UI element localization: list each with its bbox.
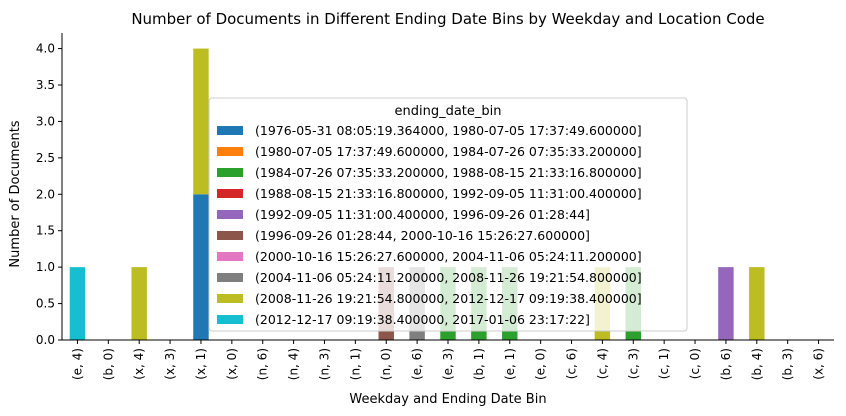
- legend-swatch: [217, 189, 243, 198]
- x-tick-label: (c, 4): [595, 348, 609, 379]
- bar-segment: [131, 267, 147, 340]
- bar-segment: [193, 48, 209, 195]
- y-tick-label: 0.0: [36, 333, 55, 347]
- x-tick-label: (b, 6): [719, 348, 733, 380]
- bar-segment: [749, 267, 765, 340]
- legend-swatch: [217, 273, 243, 282]
- y-axis-label: Number of Documents: [8, 120, 23, 267]
- x-tick-label: (n, 6): [256, 348, 270, 380]
- legend-label: (2012-12-17 09:19:38.400000, 2017-01-06 …: [255, 312, 590, 327]
- y-tick-label: 3.0: [36, 114, 55, 128]
- x-tick-label: (c, 1): [657, 348, 671, 379]
- legend-label: (1992-09-05 11:31:00.400000, 1996-09-26 …: [255, 207, 590, 222]
- bar-segment: [193, 194, 209, 340]
- y-tick-label: 1.0: [36, 260, 55, 274]
- chart-title: Number of Documents in Different Ending …: [131, 10, 764, 28]
- x-tick-label: (e, 4): [70, 348, 84, 380]
- x-tick-label: (x, 0): [225, 348, 239, 380]
- x-tick-label: (e, 1): [503, 348, 517, 380]
- x-tick-label: (n, 3): [317, 348, 331, 380]
- legend-label: (2008-11-26 19:21:54.800000, 2012-12-17 …: [255, 291, 642, 306]
- y-tick-label: 2.5: [36, 151, 55, 165]
- bar-segment: [69, 267, 86, 340]
- x-tick-label: (n, 0): [379, 348, 393, 380]
- axes-layer: 0.0 0.5 1.0 1.5 2.0 2.5 3.0 3.5 4.0 (e, 4) (b, 0) (…: [36, 33, 834, 380]
- legend-swatch: [217, 168, 243, 177]
- y-tick-label: 4.0: [36, 42, 55, 56]
- x-tick-label: (b, 3): [781, 348, 795, 380]
- y-tick-label: 1.5: [36, 224, 55, 238]
- legend-swatch: [217, 315, 243, 324]
- legend-swatch: [217, 126, 243, 135]
- bar-segment: [718, 267, 734, 340]
- x-tick-label: (x, 4): [132, 348, 146, 380]
- x-tick-label: (c, 3): [626, 348, 640, 379]
- legend-label: (2004-11-06 05:24:11.200000, 2008-11-26 …: [255, 270, 642, 285]
- legend-label: (1976-05-31 08:05:19.364000, 1980-07-05 …: [255, 123, 642, 138]
- x-tick-label: (c, 6): [565, 348, 579, 379]
- x-axis-label: Weekday and Ending Date Bin: [349, 392, 546, 407]
- x-tick-label: (b, 1): [472, 348, 486, 380]
- legend-swatch: [217, 294, 243, 303]
- legend: ending_date_bin (1976-05-31 08:05:19.364…: [208, 97, 688, 332]
- legend-label: (1996-09-26 01:28:44, 2000-10-16 15:26:2…: [255, 228, 590, 243]
- legend-label: (1984-07-26 07:35:33.200000, 1988-08-15 …: [255, 165, 642, 180]
- legend-items: (1976-05-31 08:05:19.364000, 1980-07-05 …: [217, 123, 642, 327]
- y-tick-label: 3.5: [36, 78, 55, 92]
- legend-swatch: [217, 210, 243, 219]
- legend-label: (2000-10-16 15:26:27.600000, 2004-11-06 …: [255, 249, 642, 264]
- legend-label: (1988-08-15 21:33:16.800000, 1992-09-05 …: [255, 186, 642, 201]
- legend-swatch: [217, 147, 243, 156]
- x-tick-label: (x, 3): [163, 348, 177, 380]
- legend-frame: [208, 97, 688, 332]
- x-tick-label: (e, 0): [534, 348, 548, 380]
- y-tick-label: 2.0: [36, 187, 55, 201]
- legend-swatch: [217, 231, 243, 240]
- x-tick-label: (x, 1): [194, 348, 208, 380]
- y-tick-label: 0.5: [36, 297, 55, 311]
- x-tick-label: (b, 0): [101, 348, 115, 380]
- x-tick-label: (c, 0): [688, 348, 702, 379]
- x-tick-label: (b, 4): [750, 348, 764, 380]
- x-tick-label: (e, 6): [410, 348, 424, 380]
- legend-label: (1980-07-05 17:37:49.600000, 1984-07-26 …: [255, 144, 642, 159]
- x-tick-label: (n, 1): [348, 348, 362, 380]
- x-tick-label: (e, 3): [441, 348, 455, 380]
- legend-title: ending_date_bin: [394, 104, 501, 119]
- x-tick-label: (n, 4): [287, 348, 301, 380]
- x-tick-label: (x, 6): [812, 348, 826, 380]
- legend-swatch: [217, 252, 243, 261]
